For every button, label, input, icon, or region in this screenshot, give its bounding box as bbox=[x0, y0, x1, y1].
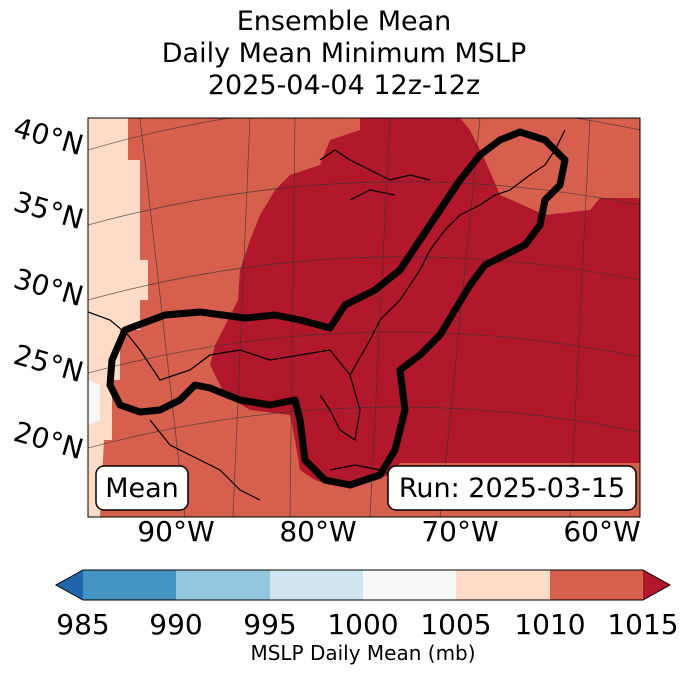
coastline-gulf bbox=[88, 311, 361, 442]
lon-label-90: 90°W bbox=[137, 515, 214, 548]
map-frame bbox=[87, 117, 641, 518]
title-line-3: 2025-04-04 12z-12z bbox=[207, 70, 481, 101]
colorbar-tick-1015: 1015 bbox=[607, 608, 678, 641]
colorbar-outline bbox=[54, 569, 672, 601]
lon-line-75 bbox=[369, 118, 391, 517]
lat-label-35: 35°N bbox=[10, 185, 87, 236]
fill-over-1015 bbox=[210, 118, 640, 487]
contour-outline bbox=[106, 128, 569, 489]
fill-1000-1005 bbox=[88, 380, 100, 425]
title-line-2: Daily Mean Minimum MSLP bbox=[161, 38, 527, 69]
colorbar-segment-1010-1015 bbox=[550, 570, 643, 600]
colorbar-tick-985: 985 bbox=[56, 608, 109, 641]
colorbar-label: MSLP Daily Mean (mb) bbox=[250, 641, 475, 665]
coastline-lakes bbox=[319, 149, 431, 201]
mean-box: Mean bbox=[95, 465, 189, 511]
title-line-1: Ensemble Mean bbox=[236, 6, 452, 37]
lat-line-35 bbox=[88, 181, 640, 226]
colorbar-left-extension bbox=[56, 570, 83, 600]
colorbar-tick-1000: 1000 bbox=[327, 608, 398, 641]
lat-line-30 bbox=[88, 256, 640, 301]
coastline-yucatan bbox=[149, 419, 261, 501]
lon-labels: 90°W 80°W 70°W 60°W bbox=[137, 515, 640, 548]
colorbar-right-extension bbox=[643, 570, 670, 600]
lon-label-80: 80°W bbox=[279, 515, 356, 548]
lon-label-70: 70°W bbox=[421, 515, 498, 548]
lon-line-70 bbox=[439, 118, 481, 517]
lat-label-30: 30°N bbox=[10, 262, 87, 313]
colorbar-tick-990: 990 bbox=[149, 608, 202, 641]
lat-label-20: 20°N bbox=[10, 415, 87, 466]
fill-1005-1010 bbox=[88, 118, 148, 517]
lon-label-60: 60°W bbox=[563, 515, 640, 548]
graticule bbox=[88, 118, 640, 517]
lat-labels: 40°N 35°N 30°N 25°N 20°N bbox=[10, 111, 87, 466]
coastline-atlantic bbox=[349, 129, 566, 376]
colorbar-tick-1010: 1010 bbox=[514, 608, 585, 641]
run-box: Run: 2025-03-15 bbox=[387, 465, 637, 511]
colorbar-segment-1005-1010 bbox=[456, 570, 550, 600]
colorbar-tick-1005: 1005 bbox=[420, 608, 491, 641]
lat-label-25: 25°N bbox=[10, 338, 87, 389]
coastlines bbox=[88, 129, 566, 501]
colorbar-tick-995: 995 bbox=[243, 608, 296, 641]
colorbar: 985 990 995 1000 1005 1010 1015 MSLP Dai… bbox=[54, 569, 679, 665]
lat-label-40: 40°N bbox=[10, 111, 87, 162]
colorbar-segment-990-995 bbox=[176, 570, 270, 600]
colorbar-segment-1000-1005 bbox=[363, 570, 456, 600]
lat-line-25 bbox=[88, 331, 640, 374]
lat-line-20 bbox=[88, 406, 640, 449]
lat-line-40 bbox=[88, 118, 640, 151]
lon-line-60 bbox=[569, 118, 591, 517]
run-label: Run: 2025-03-15 bbox=[399, 473, 625, 504]
colorbar-segment-995-1000 bbox=[270, 570, 363, 600]
mean-label: Mean bbox=[105, 473, 179, 504]
colorbar-segment-985-990 bbox=[83, 570, 176, 600]
